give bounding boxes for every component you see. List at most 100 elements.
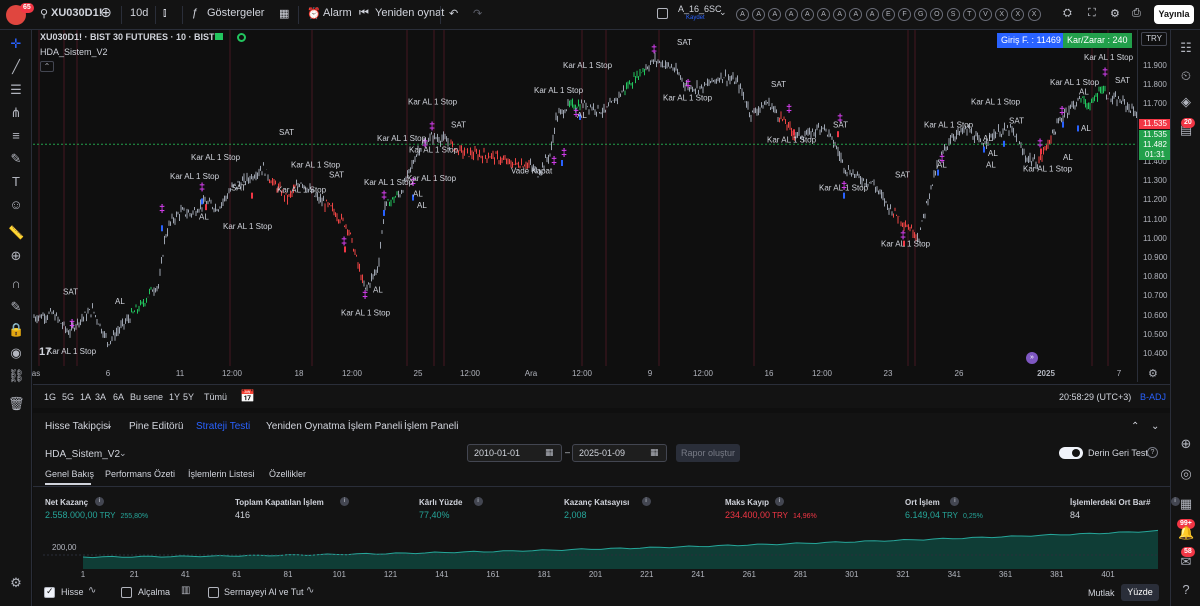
chevron-down-icon[interactable]: ⌄: [106, 421, 113, 430]
redo-icon[interactable]: ↷: [473, 8, 483, 20]
tab-strategy-tester[interactable]: Strateji Testi: [196, 421, 251, 432]
indicator-name[interactable]: HDA_Sistem_V2: [40, 47, 108, 57]
watch-letter-button[interactable]: A: [817, 8, 830, 21]
bell-icon[interactable]: 🔔: [1178, 525, 1195, 540]
deep-backtest-toggle[interactable]: [1059, 447, 1083, 459]
info-icon[interactable]: i: [1170, 497, 1180, 506]
watch-letter-button[interactable]: A: [800, 8, 814, 21]
alarm-button[interactable]: Alarm: [323, 7, 352, 19]
lock-icon[interactable]: 🔒: [8, 322, 25, 337]
tab-replay-trading[interactable]: Yeniden Oynatma İşlem Paneli: [266, 421, 403, 432]
messages-icon[interactable]: ✉: [1180, 554, 1192, 569]
watch-letter-button[interactable]: T: [962, 8, 976, 21]
templates-icon[interactable]: ▦: [279, 8, 290, 20]
chart-pane[interactable]: ‡ ‡ ‡ ‡ ‡ ‡ ‡ ‡ ‡ ‡ ‡ ‡ ‡ ‡ ‡ ‡ ‡ ‡ ‡ ‡ ‡ ‡ SAT AL Kar AL 1 Stop…: [33, 30, 1137, 366]
layout-icon[interactable]: [657, 8, 668, 19]
time-axis[interactable]: as 6 11 12:00 18 12:00 25 12:00 Ara 12:00 9 12:00 16…: [32, 352, 1137, 382]
help-icon[interactable]: ?: [1182, 582, 1190, 597]
tab-trading-panel[interactable]: İşlem Paneli: [404, 421, 459, 432]
watch-letter-button[interactable]: E: [881, 8, 895, 21]
screener-icon[interactable]: ⛭: [1063, 7, 1072, 19]
info-icon[interactable]: i: [95, 497, 104, 506]
range-button[interactable]: 5Y: [183, 392, 195, 402]
trash-icon[interactable]: 🗑: [8, 396, 25, 411]
undo-icon[interactable]: ↶: [449, 8, 459, 20]
range-button[interactable]: Bu sene: [130, 392, 164, 402]
range-button[interactable]: 1G: [44, 392, 57, 402]
equity-curve[interactable]: [33, 525, 1170, 569]
info-icon[interactable]: i: [340, 497, 350, 506]
minimize-panel-icon[interactable]: ⌄: [1151, 421, 1160, 432]
range-button[interactable]: 1Y: [169, 392, 181, 402]
watch-letter-button[interactable]: V: [979, 8, 992, 21]
calendar-icon[interactable]: ▦: [650, 447, 659, 457]
subtab-trades-list[interactable]: İşlemlerin Listesi: [188, 469, 255, 479]
clock-readout[interactable]: 20:58:29 (UTC+3): [1059, 392, 1132, 402]
watch-letter-button[interactable]: S: [946, 8, 960, 21]
subtab-properties[interactable]: Özellikler: [269, 469, 307, 479]
settings-gear-icon[interactable]: ⚙: [1110, 8, 1120, 20]
range-button[interactable]: Tümü: [204, 392, 228, 402]
strategy-name[interactable]: HDA_Sistem_V2: [45, 449, 121, 460]
watch-letter-button[interactable]: X: [995, 8, 1009, 21]
horizontal-lines-icon[interactable]: ☰: [10, 82, 22, 97]
watch-letter-button[interactable]: A: [849, 8, 863, 21]
watch-letter-button[interactable]: A: [833, 8, 847, 21]
link-icon[interactable]: ⛓: [8, 368, 25, 383]
info-icon[interactable]: i: [775, 497, 784, 506]
strategy-settings-chevron-icon[interactable]: ⌄: [119, 448, 127, 458]
settings-gear-icon[interactable]: ⚙: [10, 575, 22, 590]
maximize-panel-icon[interactable]: ⌃: [1131, 421, 1140, 432]
watch-letter-button[interactable]: O: [930, 8, 944, 21]
fullscreen-icon[interactable]: ⛶: [1088, 7, 1096, 19]
buy-hold-checkbox[interactable]: [208, 587, 219, 598]
watch-letter-button[interactable]: A: [768, 8, 782, 21]
subtab-performance[interactable]: Performans Özeti: [105, 469, 176, 479]
target-icon[interactable]: ◎: [1180, 466, 1192, 481]
zoom-icon[interactable]: ⊕: [10, 248, 22, 263]
alerts-clock-icon[interactable]: ⏲: [1180, 68, 1192, 83]
info-icon[interactable]: i: [641, 497, 651, 506]
subtab-overview[interactable]: Genel Bakış: [45, 469, 95, 479]
symbol-search-icon[interactable]: ⚲: [40, 8, 49, 20]
info-icon[interactable]: i: [950, 497, 960, 506]
watch-letter-button[interactable]: A: [784, 8, 798, 21]
indicators-icon[interactable]: ƒ: [192, 7, 199, 19]
compare-add-icon[interactable]: ⊕: [100, 4, 112, 20]
emoji-icon[interactable]: ☺: [9, 197, 23, 212]
axis-settings-icon[interactable]: ⚙: [1148, 368, 1158, 380]
mode-absolute[interactable]: Mutlak: [1088, 588, 1115, 598]
range-button[interactable]: 6A: [113, 392, 125, 402]
crosshair-icon[interactable]: ✛: [10, 36, 22, 51]
range-button[interactable]: 5G: [62, 392, 75, 402]
chevron-down-icon[interactable]: ⌄: [719, 7, 727, 17]
info-icon[interactable]: ?: [1147, 447, 1158, 458]
snapshot-camera-icon[interactable]: ⎙: [1132, 7, 1141, 19]
calendar-range-icon[interactable]: 📅: [240, 389, 255, 403]
scroll-to-realtime-icon[interactable]: »: [1026, 352, 1038, 364]
date-to-input[interactable]: 2025-01-09 ▦: [572, 444, 667, 462]
watch-letter-button[interactable]: A: [865, 8, 879, 21]
trendline-icon[interactable]: ╱: [12, 59, 20, 74]
interval-selector[interactable]: 10d: [130, 7, 149, 19]
layout-name[interactable]: A_16_6SC: [678, 4, 722, 14]
adjustment-toggle[interactable]: B-ADJ: [1140, 392, 1167, 402]
price-axis[interactable]: TRY 11.90011.80011.70011.60011.50011.400…: [1137, 30, 1171, 382]
hisse-checkbox[interactable]: ✓: [44, 586, 55, 598]
watch-letter-button[interactable]: A: [752, 8, 766, 21]
pine-icon[interactable]: ⊕: [1180, 436, 1192, 451]
date-from-input[interactable]: 2010-01-01 ▦: [467, 444, 562, 462]
collapse-indicators-icon[interactable]: ⌃: [40, 61, 54, 72]
lock-drawings-icon[interactable]: ✎: [10, 299, 22, 314]
alarm-icon[interactable]: ⏰: [307, 8, 321, 20]
watch-letter-button[interactable]: X: [1027, 8, 1041, 21]
publish-button[interactable]: Yayınla: [1154, 5, 1194, 24]
currency-selector[interactable]: TRY: [1141, 32, 1167, 46]
info-icon[interactable]: i: [473, 497, 483, 506]
flag-icon[interactable]: [215, 33, 223, 40]
tab-pine-editor[interactable]: Pine Editörü: [129, 421, 184, 432]
layers-icon[interactable]: ◈: [1181, 94, 1191, 109]
symbol-name[interactable]: XU030D1!: [51, 7, 103, 19]
watch-letter-button[interactable]: G: [914, 8, 928, 21]
fib-icon[interactable]: ≡: [12, 128, 20, 143]
